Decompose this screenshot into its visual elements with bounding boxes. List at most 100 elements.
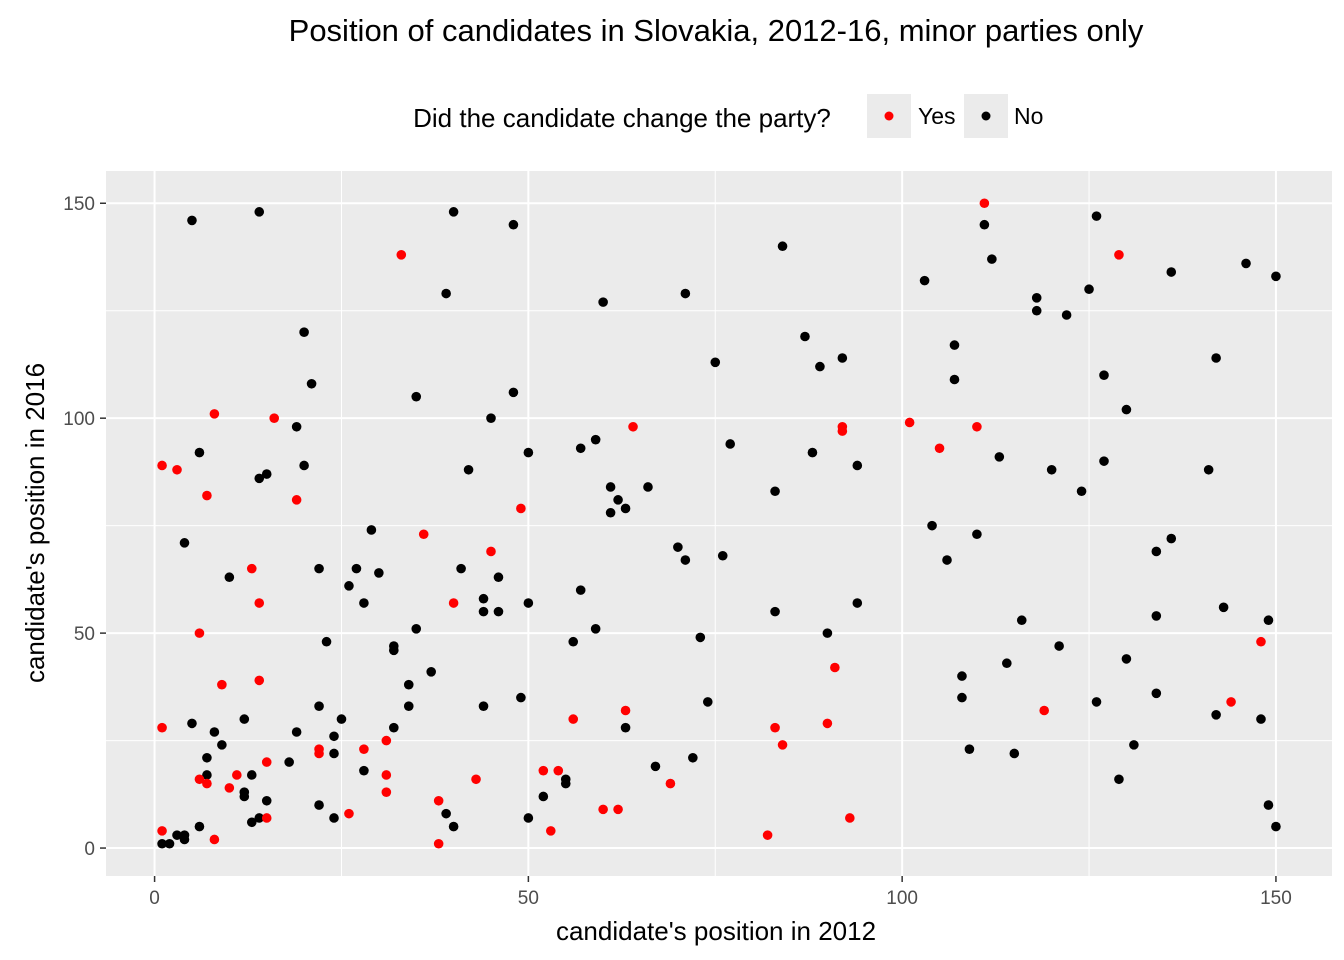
point-no-111	[957, 671, 967, 681]
point-yes-51	[845, 813, 855, 823]
point-no-58	[411, 624, 422, 634]
legend-swatch-no	[981, 111, 991, 121]
point-no-134	[1121, 654, 1132, 664]
point-no-146	[1256, 714, 1266, 724]
point-no-106	[919, 275, 930, 286]
point-no-47	[344, 581, 354, 591]
point-no-104	[852, 460, 863, 471]
point-no-56	[403, 679, 414, 690]
point-no-91	[688, 752, 698, 763]
point-no-49	[359, 598, 369, 608]
point-yes-19	[291, 495, 302, 505]
point-yes-26	[381, 787, 392, 797]
point-no-62	[456, 563, 466, 574]
point-no-55	[389, 722, 399, 733]
point-no-44	[329, 748, 339, 759]
point-yes-10	[217, 679, 227, 690]
point-yes-32	[471, 774, 481, 785]
point-no-83	[605, 507, 616, 518]
point-yes-55	[979, 198, 990, 209]
point-yes-48	[830, 662, 840, 673]
x-axis-title: candidate's position in 2012	[556, 916, 876, 946]
point-no-144	[1218, 602, 1229, 613]
point-no-136	[1151, 546, 1162, 557]
point-no-45	[329, 813, 339, 823]
point-no-69	[493, 606, 504, 617]
point-no-12	[291, 421, 302, 432]
point-no-37	[284, 757, 294, 767]
point-no-124	[1054, 641, 1064, 651]
y-tick-label-50: 50	[74, 624, 95, 645]
point-no-147	[1263, 615, 1274, 626]
point-no-93	[702, 697, 713, 707]
point-no-17	[179, 538, 190, 548]
point-no-128	[1091, 211, 1102, 221]
point-no-38	[291, 727, 302, 737]
point-no-143	[1211, 709, 1221, 720]
point-no-109	[949, 340, 960, 350]
point-yes-53	[934, 443, 945, 454]
point-no-16	[194, 447, 205, 458]
point-no-116	[987, 254, 997, 264]
point-no-28	[172, 830, 182, 840]
point-no-129	[1091, 697, 1102, 707]
point-no-94	[710, 357, 721, 368]
point-no-145	[1241, 258, 1251, 269]
point-yes-4	[194, 628, 205, 638]
point-yes-15	[254, 675, 265, 686]
point-yes-11	[224, 783, 235, 793]
point-no-25	[194, 821, 205, 832]
point-yes-42	[628, 421, 638, 432]
point-no-119	[1009, 748, 1020, 759]
point-yes-23	[359, 744, 369, 754]
point-no-100	[807, 447, 818, 458]
point-yes-12	[232, 770, 242, 780]
point-no-80	[590, 434, 601, 445]
legend-label-no: No	[1014, 103, 1043, 129]
data-points	[157, 198, 1281, 849]
point-no-73	[523, 813, 534, 823]
point-no-59	[426, 667, 436, 677]
point-no-76	[560, 778, 571, 789]
point-no-78	[575, 443, 586, 454]
point-no-32	[239, 787, 250, 797]
point-yes-18	[269, 413, 280, 423]
point-no-8	[680, 288, 691, 299]
point-yes-14	[254, 598, 265, 608]
point-no-19	[239, 714, 250, 724]
point-yes-13	[246, 563, 257, 574]
point-no-130	[1099, 370, 1109, 380]
point-no-2	[448, 207, 459, 217]
axis-ticks: 0 50 100 150 0 50 100 150	[63, 194, 1291, 909]
point-no-43	[329, 731, 339, 742]
point-no-95	[717, 550, 728, 561]
point-yes-28	[418, 529, 429, 540]
point-no-132	[1114, 774, 1124, 785]
point-no-72	[523, 598, 534, 608]
point-no-9	[306, 378, 317, 389]
point-no-149	[1271, 271, 1281, 282]
point-yes-54	[972, 421, 982, 432]
point-no-63	[463, 464, 474, 475]
point-no-39	[314, 701, 324, 711]
point-no-65	[478, 606, 489, 617]
point-no-20	[187, 718, 197, 729]
point-no-77	[568, 636, 579, 647]
point-no-5	[299, 327, 309, 338]
point-no-118	[1002, 658, 1012, 669]
point-no-86	[620, 722, 631, 733]
point-no-89	[673, 542, 683, 552]
point-no-120	[1016, 615, 1027, 626]
point-yes-27	[396, 250, 407, 260]
point-no-34	[254, 813, 265, 823]
y-tick-label-0: 0	[84, 839, 95, 860]
point-no-4	[777, 241, 788, 252]
y-tick-label-100: 100	[63, 409, 95, 430]
point-no-41	[314, 800, 324, 810]
point-no-138	[1151, 688, 1162, 699]
point-no-101	[815, 361, 825, 372]
point-no-67	[486, 413, 496, 423]
point-yes-56	[1039, 705, 1049, 716]
legend-title: Did the candidate change the party?	[413, 103, 831, 133]
